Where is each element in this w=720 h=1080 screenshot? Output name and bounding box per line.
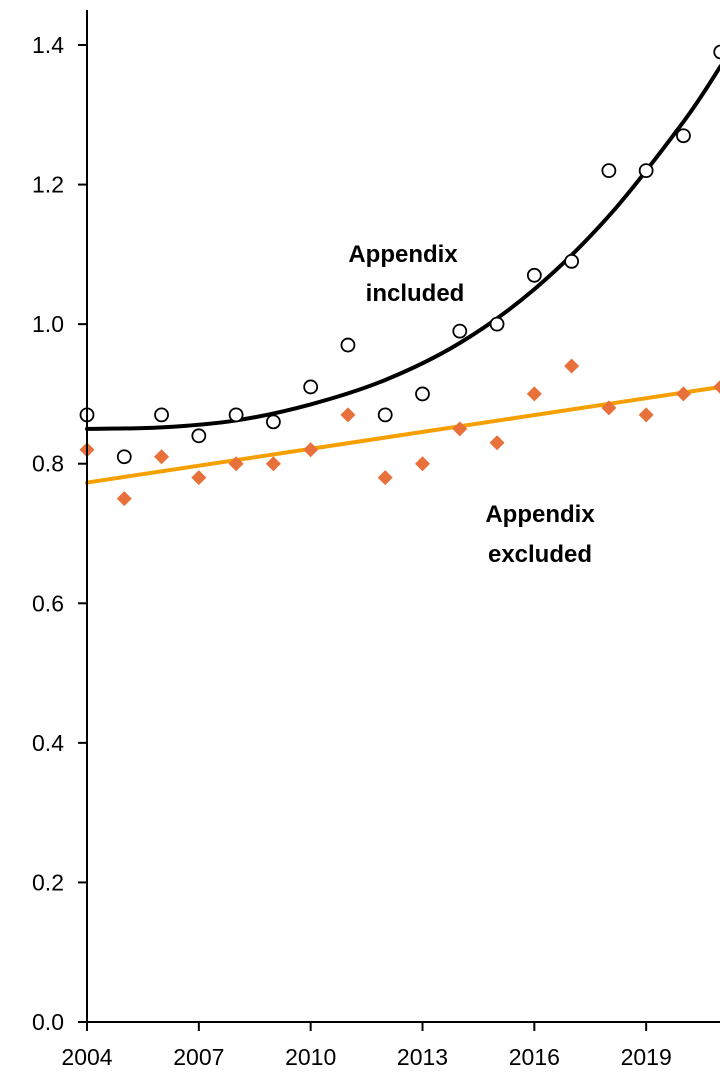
point-excluded [489, 435, 505, 451]
y-tick-label: 0.2 [32, 869, 64, 895]
point-excluded [377, 470, 393, 486]
x-tick-label: 2019 [621, 1044, 672, 1070]
x-tick-label: 2016 [509, 1044, 560, 1070]
point-included [452, 323, 468, 339]
annotation-included-line1: Appendix [348, 241, 458, 268]
point-excluded [228, 456, 244, 472]
trendline-excluded [85, 385, 720, 485]
point-excluded [340, 407, 356, 423]
annotation-excluded-line2: excluded [488, 541, 592, 568]
y-tick-label: 0.0 [32, 1009, 64, 1035]
point-included [265, 414, 281, 430]
point-included [526, 267, 542, 283]
y-tick-label: 0.8 [32, 451, 64, 477]
y-tick-label: 1.0 [32, 311, 64, 337]
trend-lines [85, 64, 720, 485]
point-included [713, 44, 720, 60]
point-excluded [154, 449, 170, 465]
point-included [116, 449, 132, 465]
point-excluded [303, 442, 319, 458]
point-included [377, 407, 393, 423]
point-excluded [638, 407, 654, 423]
point-excluded [564, 358, 580, 374]
point-included [303, 379, 319, 395]
y-tick-label: 0.6 [32, 590, 64, 616]
x-ticks: 2004 2007 2010 2013 2016 2019 [61, 1022, 672, 1070]
point-excluded [601, 400, 617, 416]
point-excluded [713, 380, 720, 394]
point-excluded [265, 456, 281, 472]
annotation-included-line2: included [366, 280, 465, 307]
point-excluded [191, 470, 207, 486]
x-tick-label: 2010 [285, 1044, 336, 1070]
point-excluded [452, 421, 468, 437]
point-excluded [116, 491, 132, 507]
point-included [676, 128, 691, 144]
point-excluded [415, 456, 430, 472]
point-included [415, 386, 430, 402]
x-tick-label: 2013 [397, 1044, 448, 1070]
point-included [154, 407, 169, 423]
data-markers [79, 44, 720, 507]
x-tick-label: 2007 [173, 1044, 224, 1070]
axes [86, 10, 720, 1023]
point-included [228, 407, 244, 423]
point-included [564, 253, 580, 269]
annotation-excluded-line1: Appendix [485, 501, 595, 528]
point-excluded [675, 386, 691, 402]
point-included [601, 163, 617, 179]
y-tick-label: 1.4 [32, 32, 64, 58]
point-included [638, 163, 654, 179]
y-tick-label: 0.4 [32, 730, 64, 756]
point-included [191, 428, 207, 444]
point-excluded [526, 386, 542, 402]
y-tick-label: 1.2 [32, 172, 64, 198]
point-included [489, 316, 505, 332]
y-ticks: 0.0 0.2 0.4 0.6 0.8 1.0 1.2 1.4 [32, 32, 87, 1035]
x-tick-label: 2004 [61, 1044, 112, 1070]
point-included [340, 337, 356, 353]
